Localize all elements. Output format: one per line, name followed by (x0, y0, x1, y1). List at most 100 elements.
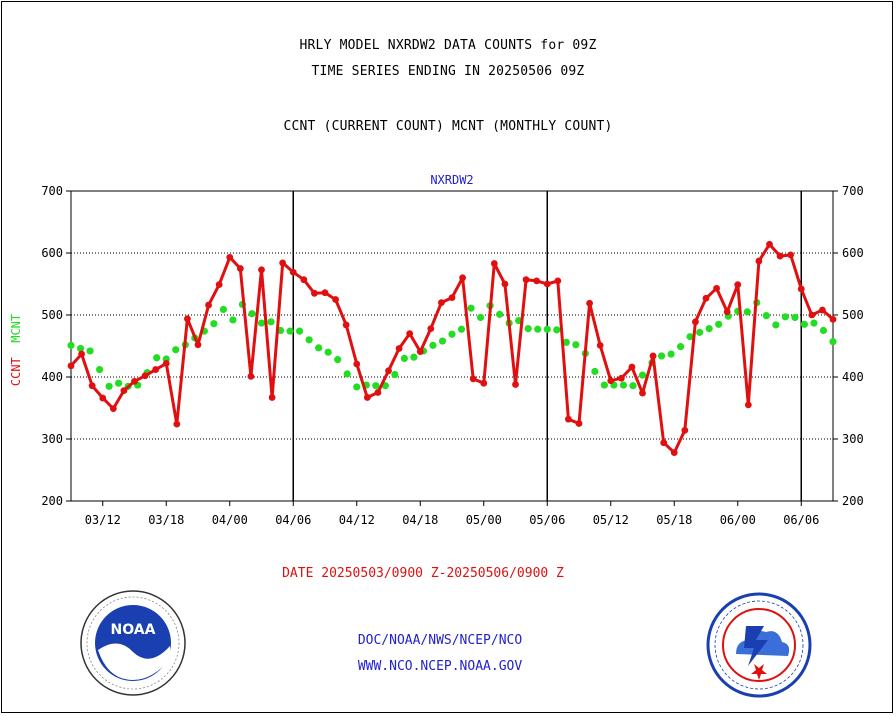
mcnt-point (705, 325, 713, 333)
mcnt-point (829, 338, 837, 346)
y-tick-label: 500 (41, 308, 63, 322)
ccnt-point (438, 299, 445, 306)
mcnt-point (534, 325, 542, 333)
x-tick-label: 04/12 (339, 513, 375, 527)
mcnt-point (791, 313, 799, 322)
ccnt-point (268, 394, 276, 401)
ccnt-point (427, 325, 435, 333)
ccnt-point (205, 301, 212, 309)
noaa-logo: NOAA (80, 590, 186, 696)
date-range-label: DATE 20250503/0900 Z-20250506/0900 Z (282, 566, 564, 581)
mcnt-point (95, 365, 104, 374)
y-tick-label: 400 (41, 370, 63, 384)
ccnt-point (300, 276, 308, 284)
mcnt-point (743, 308, 751, 316)
mcnt-point (781, 313, 789, 321)
ccnt-point (353, 360, 361, 368)
ccnt-point (480, 379, 488, 387)
y-axis-label-ccnt: CCNT (9, 357, 23, 387)
ccnt-line (69, 242, 834, 455)
ccnt-point (808, 311, 816, 319)
mcnt-point (400, 354, 408, 362)
mcnt-point (438, 337, 447, 345)
ccnt-point (289, 268, 297, 276)
mcnt-point (172, 346, 180, 354)
x-tick-label: 05/12 (593, 513, 629, 527)
ccnt-point (120, 387, 128, 395)
chart-subtitle: TIME SERIES ENDING IN 20250506 09Z (311, 64, 585, 79)
ccnt-point (660, 439, 668, 447)
ccnt-point (215, 281, 223, 289)
ccnt-point (512, 381, 519, 388)
ccnt-point (681, 426, 689, 434)
x-tick-label: 04/06 (275, 513, 311, 527)
ccnt-point (533, 277, 541, 285)
mcnt-point (257, 319, 266, 327)
mcnt-point (248, 310, 256, 318)
mcnt-point (267, 318, 275, 326)
y-tick-label-right: 600 (842, 246, 864, 260)
noaa-logo-text: NOAA (111, 622, 156, 638)
mcnt-point (686, 333, 694, 341)
ccnt-point (162, 359, 170, 367)
mcnt-point (324, 348, 332, 356)
mcnt-point (315, 344, 323, 352)
ccnt-point (226, 253, 234, 261)
mcnt-point (619, 381, 628, 389)
chart-title: HRLY MODEL NXRDW2 DATA COUNTS for 09Z (299, 38, 597, 53)
mcnt-point (448, 330, 456, 338)
ccnt-point (755, 257, 763, 265)
mcnt-point (210, 320, 218, 328)
ccnt-point (374, 389, 382, 396)
ccnt-point (829, 315, 837, 323)
x-tick-label: 04/00 (212, 513, 248, 527)
ccnt-point (78, 350, 85, 358)
mcnt-point (715, 320, 723, 328)
y-tick-label: 200 (41, 494, 63, 508)
mcnt-point (667, 350, 675, 358)
mcnt-point (629, 382, 637, 390)
org-credit: DOC/NOAA/NWS/NCEP/NCO (357, 633, 523, 648)
mcnt-point (476, 313, 485, 322)
ccnt-point (607, 377, 615, 385)
ccnt-point (702, 294, 710, 302)
mcnt-point (496, 310, 504, 318)
y-tick-label-right: 700 (842, 184, 864, 198)
mcnt-point (457, 325, 466, 333)
y-axis-label: CCNT MCNT (4, 305, 28, 395)
x-tick-label: 03/12 (85, 513, 121, 527)
ccnt-point (469, 375, 477, 383)
x-tick-label: 03/18 (148, 513, 184, 527)
x-tick-label: 06/06 (783, 513, 819, 527)
ccnt-point (649, 352, 657, 360)
mcnt-point (76, 344, 85, 353)
y-tick-label-right: 300 (842, 432, 864, 446)
mcnt-point (762, 312, 770, 320)
nws-logo (706, 592, 812, 698)
mcnt-point (305, 336, 313, 344)
ccnt-point (67, 362, 75, 370)
ccnt-point (109, 405, 117, 413)
ccnt-point (670, 449, 678, 457)
mcnt-point (67, 341, 75, 349)
mcnt-point (562, 338, 570, 346)
ccnt-point (522, 276, 530, 284)
mcnt-point (677, 343, 685, 351)
ccnt-point (141, 372, 149, 380)
mcnt-point (372, 382, 380, 390)
mcnt-point (572, 341, 580, 349)
ccnt-point (448, 294, 456, 302)
ccnt-point (617, 374, 625, 382)
mcnt-point (153, 354, 161, 362)
mcnt-point (286, 327, 294, 335)
y-tick-label: 700 (41, 184, 63, 198)
ccnt-point (490, 260, 498, 267)
ccnt-point (184, 315, 191, 323)
ccnt-point (236, 265, 244, 272)
y-tick-label: 600 (41, 246, 63, 260)
mcnt-point (772, 321, 780, 329)
ccnt-point (575, 420, 583, 427)
y-tick-label-right: 500 (842, 308, 864, 322)
website-link[interactable]: WWW.NCO.NCEP.NOAA.GOV (357, 659, 523, 674)
